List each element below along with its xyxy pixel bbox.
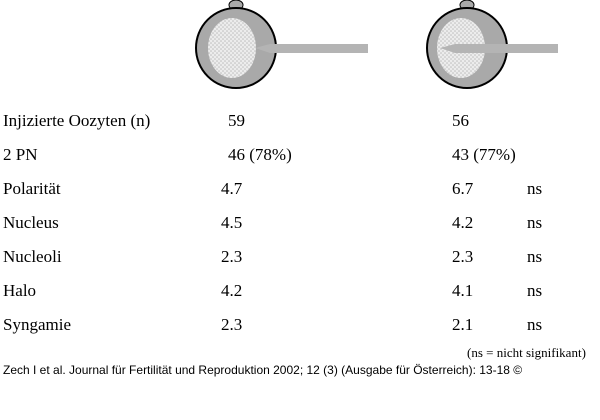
significance: ns	[527, 247, 543, 266]
row-label: Syngamie	[3, 315, 71, 334]
row-label: Nucleoli	[3, 247, 62, 266]
row-label: Injizierte Oozyten (n)	[3, 111, 151, 130]
left-value: 46 (78%)	[228, 145, 292, 164]
right-value: 2.3	[452, 247, 474, 266]
right-value: 4.2	[452, 213, 474, 232]
right-value: 2.1	[452, 315, 474, 334]
left-value: 4.2	[221, 281, 243, 300]
pipette-right	[440, 44, 558, 53]
right-value: 43 (77%)	[452, 145, 516, 164]
left-value: 2.3	[221, 315, 243, 334]
significance: ns	[527, 281, 543, 300]
citation: Zech I et al. Journal für Fertilität und…	[3, 363, 523, 377]
left-value: 4.5	[221, 213, 243, 232]
nucleus-left	[208, 18, 256, 78]
row-label: Halo	[3, 281, 37, 300]
pipette-left	[255, 44, 368, 53]
left-value: 4.7	[221, 179, 243, 198]
right-value: 6.7	[452, 179, 474, 198]
row-label: 2 PN	[3, 145, 38, 164]
significance: ns	[527, 179, 543, 198]
left-value: 2.3	[221, 247, 243, 266]
row-label: Nucleus	[3, 213, 59, 232]
significance: ns	[527, 213, 543, 232]
footnote: (ns = nicht signifikant)	[467, 345, 586, 360]
oocyte-left	[195, 0, 368, 89]
significance: ns	[527, 315, 543, 334]
right-value: 4.1	[452, 281, 474, 300]
left-value: 59	[228, 111, 245, 130]
right-value: 56	[452, 111, 469, 130]
row-label: Polarität	[3, 179, 61, 198]
injection-diagram	[195, 0, 558, 89]
oocyte-right	[426, 0, 558, 89]
